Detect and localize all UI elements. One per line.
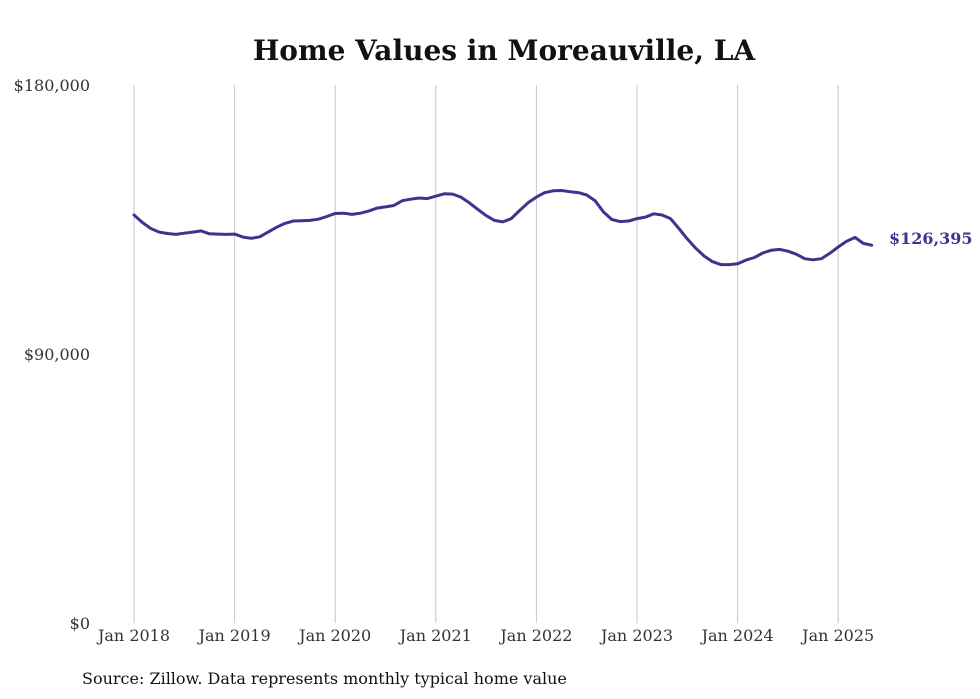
x-tick-label: Jan 2021 (398, 626, 472, 645)
x-tick-label: Jan 2020 (297, 626, 371, 645)
x-tick-label: Jan 2018 (96, 626, 170, 645)
y-tick-label: $90,000 (24, 345, 90, 364)
series-line (132, 189, 874, 267)
y-tick-label: $180,000 (14, 76, 90, 95)
chart-title: Home Values in Moreauville, LA (253, 34, 757, 67)
source-note: Source: Zillow. Data represents monthly … (82, 669, 567, 688)
gridlines (133, 85, 839, 623)
y-tick-label: $0 (70, 614, 90, 633)
x-tick-label: Jan 2024 (700, 626, 774, 645)
x-tick-label: Jan 2023 (599, 626, 673, 645)
end-value-label: $126,395 (889, 229, 973, 248)
x-axis-ticks: Jan 2018 Jan 2019 Jan 2020 Jan 2021 Jan 2022… (96, 626, 874, 645)
x-tick-label: Jan 2019 (197, 626, 271, 645)
y-axis-ticks: $0 $90,000 $180,000 (14, 76, 90, 633)
series-layer (132, 189, 874, 267)
x-tick-label: Jan 2022 (498, 626, 572, 645)
x-tick-label: Jan 2025 (800, 626, 874, 645)
